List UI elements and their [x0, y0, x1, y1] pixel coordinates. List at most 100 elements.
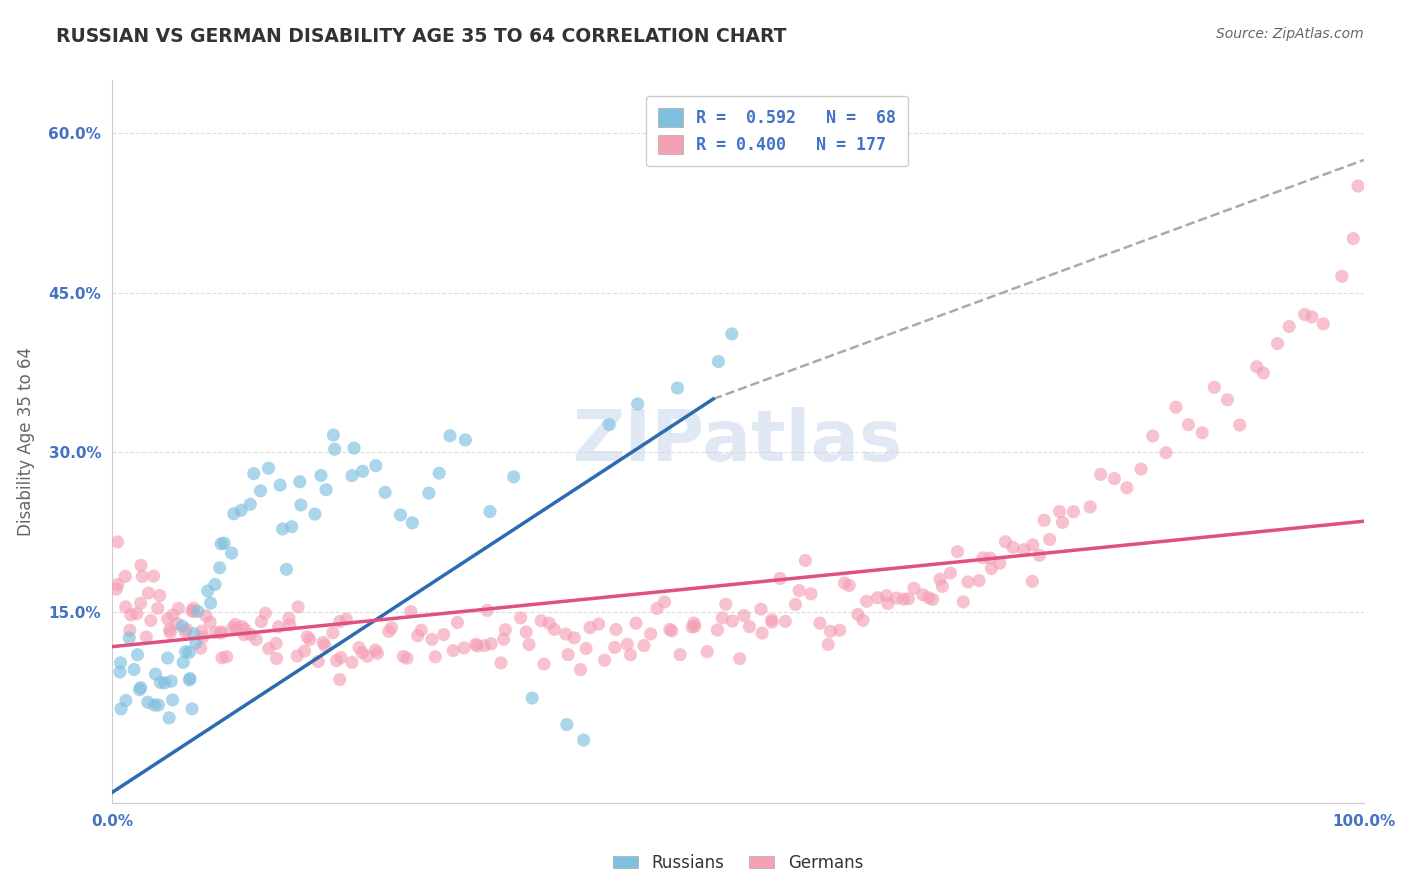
Point: [425, 649, 447, 664]
Point: [352, 646, 374, 660]
Point: [176, 623, 198, 637]
Point: [233, 628, 256, 642]
Point: [204, 625, 226, 640]
Point: [569, 663, 592, 677]
Point: [911, 588, 934, 602]
Point: [114, 569, 136, 583]
Point: [1278, 319, 1301, 334]
Point: [817, 637, 839, 651]
Point: [834, 576, 856, 591]
Point: [160, 674, 183, 689]
Point: [179, 645, 201, 659]
Point: [183, 601, 205, 615]
Point: [929, 572, 952, 586]
Point: [239, 497, 262, 511]
Point: [389, 508, 412, 522]
Point: [897, 591, 920, 606]
Point: [411, 623, 433, 637]
Point: [1294, 308, 1316, 322]
Point: [1104, 472, 1126, 486]
Point: [1078, 500, 1101, 514]
Point: [233, 623, 256, 637]
Point: [209, 537, 232, 551]
Point: [118, 624, 141, 638]
Point: [118, 631, 141, 645]
Point: [298, 632, 321, 647]
Point: [1142, 429, 1164, 443]
Point: [107, 577, 129, 591]
Point: [465, 639, 488, 653]
Point: [794, 553, 817, 567]
Point: [939, 566, 962, 580]
Point: [1052, 516, 1074, 530]
Point: [294, 644, 316, 658]
Point: [1001, 541, 1024, 555]
Point: [138, 586, 160, 600]
Text: RUSSIAN VS GERMAN DISABILITY AGE 35 TO 64 CORRELATION CHART: RUSSIAN VS GERMAN DISABILITY AGE 35 TO 6…: [56, 27, 787, 45]
Point: [931, 579, 953, 593]
Point: [250, 615, 273, 629]
Point: [579, 621, 602, 635]
Point: [714, 597, 737, 611]
Point: [243, 467, 266, 481]
Point: [681, 620, 703, 634]
Point: [572, 733, 595, 747]
Point: [148, 698, 170, 712]
Point: [114, 599, 136, 614]
Point: [183, 605, 205, 619]
Point: [616, 637, 638, 651]
Point: [329, 615, 352, 629]
Point: [1312, 317, 1334, 331]
Point: [162, 607, 184, 622]
Point: [347, 640, 370, 655]
Point: [427, 466, 450, 480]
Point: [297, 630, 319, 644]
Y-axis label: Disability Age 35 to 64: Disability Age 35 to 64: [17, 347, 35, 536]
Point: [738, 620, 761, 634]
Point: [340, 656, 363, 670]
Point: [395, 651, 418, 665]
Point: [1154, 445, 1177, 459]
Point: [492, 632, 515, 647]
Point: [1049, 504, 1071, 518]
Point: [479, 637, 502, 651]
Point: [575, 641, 598, 656]
Point: [645, 601, 668, 615]
Point: [184, 636, 207, 650]
Point: [343, 441, 366, 455]
Point: [866, 591, 889, 605]
Point: [190, 641, 212, 656]
Point: [179, 673, 201, 687]
Point: [267, 620, 290, 634]
Point: [696, 645, 718, 659]
Point: [669, 648, 692, 662]
Point: [156, 612, 179, 626]
Point: [356, 649, 378, 664]
Point: [352, 464, 374, 478]
Point: [562, 631, 585, 645]
Point: [446, 615, 468, 630]
Point: [751, 626, 773, 640]
Point: [120, 607, 142, 622]
Point: [129, 596, 152, 610]
Point: [364, 458, 387, 473]
Point: [290, 498, 312, 512]
Point: [364, 643, 387, 657]
Point: [494, 623, 516, 637]
Point: [707, 354, 730, 368]
Point: [1028, 549, 1050, 563]
Point: [194, 608, 217, 623]
Point: [917, 591, 939, 605]
Point: [304, 507, 326, 521]
Point: [903, 581, 925, 595]
Point: [605, 623, 627, 637]
Point: [1267, 336, 1289, 351]
Point: [633, 639, 655, 653]
Point: [159, 623, 181, 637]
Point: [276, 562, 298, 576]
Point: [329, 650, 352, 665]
Point: [1130, 462, 1153, 476]
Point: [105, 582, 128, 596]
Point: [1253, 366, 1275, 380]
Point: [110, 656, 132, 670]
